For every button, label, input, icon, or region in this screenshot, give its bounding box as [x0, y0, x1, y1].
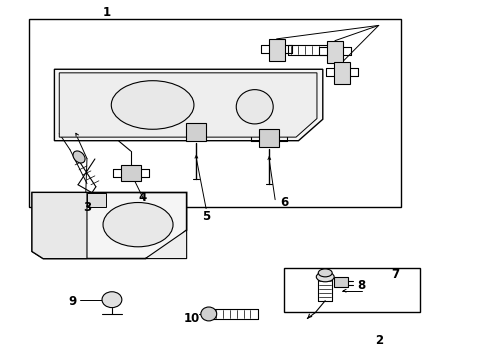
Polygon shape — [32, 193, 87, 258]
Polygon shape — [146, 230, 187, 258]
Text: 3: 3 — [83, 201, 91, 214]
Polygon shape — [32, 193, 187, 258]
Ellipse shape — [73, 151, 85, 163]
Text: 6: 6 — [280, 195, 288, 209]
Polygon shape — [54, 69, 323, 141]
Ellipse shape — [318, 269, 332, 277]
Ellipse shape — [102, 292, 122, 307]
Text: 4: 4 — [139, 191, 147, 204]
Bar — [327, 41, 343, 63]
Polygon shape — [87, 193, 106, 207]
Bar — [334, 62, 350, 84]
Bar — [334, 277, 348, 287]
Text: 5: 5 — [202, 210, 210, 223]
Ellipse shape — [317, 272, 334, 282]
Text: 10: 10 — [183, 312, 199, 325]
Bar — [284, 267, 420, 312]
Bar — [28, 19, 401, 207]
Text: 8: 8 — [358, 279, 366, 292]
Bar — [259, 129, 279, 147]
Text: 7: 7 — [392, 268, 400, 281]
Ellipse shape — [111, 81, 194, 129]
Text: 2: 2 — [375, 333, 383, 347]
Bar — [121, 165, 141, 181]
Bar — [187, 123, 206, 141]
Ellipse shape — [201, 307, 217, 321]
Polygon shape — [59, 73, 317, 137]
Bar — [269, 39, 285, 61]
Text: 9: 9 — [68, 295, 76, 308]
Ellipse shape — [103, 203, 173, 247]
Text: 1: 1 — [102, 6, 110, 19]
Ellipse shape — [236, 90, 273, 124]
